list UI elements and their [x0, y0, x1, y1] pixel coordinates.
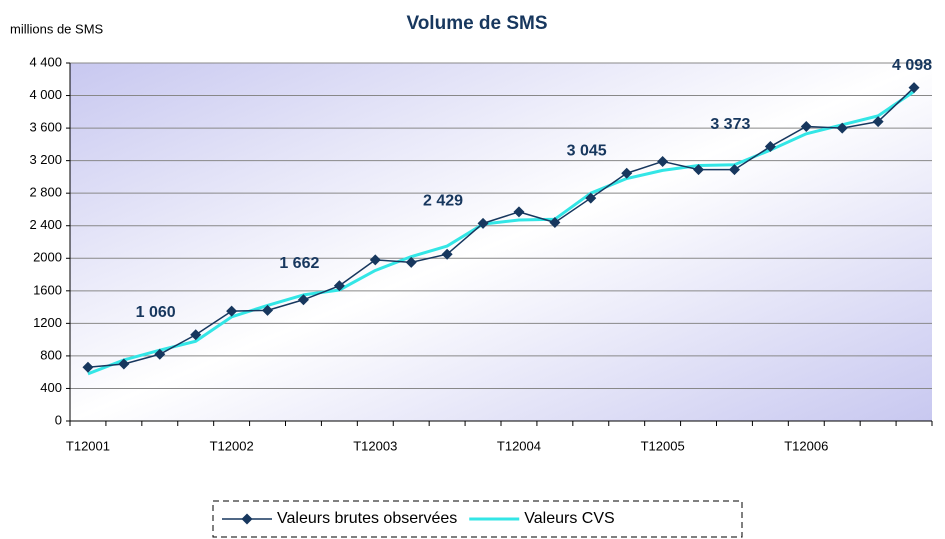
x-tick-label: T12002 [210, 438, 254, 453]
chart-title: Volume de SMS [406, 13, 547, 34]
marker [513, 206, 525, 218]
marker [585, 192, 597, 204]
legend-marker [241, 513, 253, 525]
marker [477, 217, 489, 229]
data-label: 3 373 [710, 116, 750, 133]
marker [764, 141, 776, 153]
plot-area [70, 63, 932, 421]
marker [297, 294, 309, 306]
y-tick-label: 3 600 [29, 120, 62, 135]
marker [262, 304, 274, 316]
marker [728, 164, 740, 176]
marker [82, 361, 94, 373]
marker [621, 167, 633, 179]
series-line [87, 87, 915, 369]
marker [549, 216, 561, 228]
data-label: 4 098 [892, 57, 932, 74]
marker [657, 155, 669, 167]
y-tick-label: 400 [40, 380, 62, 395]
y-tick-label: 0 [55, 412, 62, 427]
marker [441, 248, 453, 260]
x-tick-label: T12001 [66, 438, 110, 453]
data-label: 2 429 [423, 193, 463, 210]
legend-label: Valeurs CVS [524, 510, 614, 527]
marker [333, 280, 345, 292]
marker [693, 164, 705, 176]
y-tick-label: 4 000 [29, 87, 62, 102]
marker [800, 120, 812, 132]
x-tick-label: T12003 [353, 438, 397, 453]
marker [154, 348, 166, 360]
marker [836, 122, 848, 134]
marker [908, 82, 920, 94]
data-label: 1 060 [136, 304, 176, 321]
y-tick-label: 2 400 [29, 217, 62, 232]
y-tick-label: 4 400 [29, 54, 62, 69]
data-label: 1 662 [279, 255, 319, 272]
data-label: 3 045 [567, 142, 607, 159]
legend-label: Valeurs brutes observées [277, 510, 457, 527]
marker [190, 329, 202, 341]
y-tick-label: 2 800 [29, 185, 62, 200]
y-tick-label: 2000 [33, 250, 62, 265]
y-tick-label: 1600 [33, 282, 62, 297]
unit-label: millions de SMS [10, 21, 104, 36]
legend-box [212, 500, 743, 538]
x-tick-label: T12006 [784, 438, 828, 453]
marker [369, 254, 381, 266]
x-tick-label: T12004 [497, 438, 541, 453]
series-line [87, 90, 915, 376]
marker [872, 116, 884, 128]
y-tick-label: 1200 [33, 315, 62, 330]
x-tick-label: T12005 [641, 438, 685, 453]
y-tick-label: 3 200 [29, 152, 62, 167]
marker [226, 305, 238, 317]
marker [118, 358, 130, 370]
marker [405, 256, 417, 268]
y-tick-label: 800 [40, 347, 62, 362]
